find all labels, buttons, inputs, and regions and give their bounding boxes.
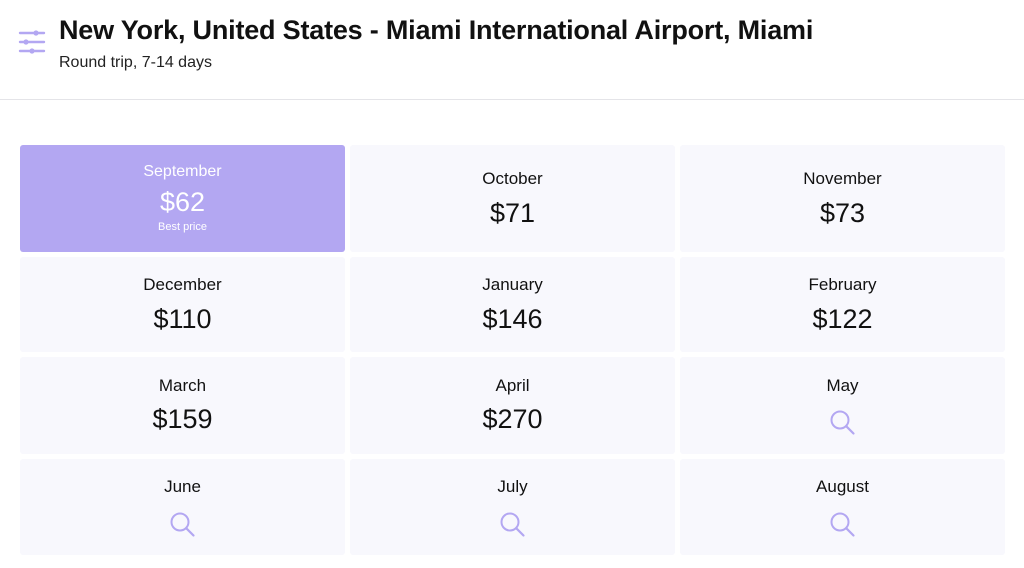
month-price: $62 (159, 187, 206, 217)
month-card-february[interactable]: February $122 (680, 257, 1005, 352)
month-label: November (803, 169, 882, 188)
sliders-icon (18, 30, 46, 54)
month-price: $110 (153, 304, 212, 334)
month-label: October (482, 169, 543, 188)
month-price: $73 (819, 198, 866, 228)
month-label: June (164, 477, 201, 496)
trip-subtitle: Round trip, 7-14 days (59, 54, 212, 71)
filter-button[interactable] (16, 28, 48, 60)
search-icon[interactable] (829, 511, 857, 539)
month-card-october[interactable]: October $71 (350, 145, 675, 252)
search-icon[interactable] (829, 409, 857, 437)
month-price: $270 (482, 404, 543, 434)
month-price: $122 (812, 304, 873, 334)
month-label: July (497, 477, 528, 496)
month-label: March (158, 376, 207, 395)
month-card-december[interactable]: December $110 (20, 257, 345, 352)
search-icon[interactable] (169, 511, 197, 539)
month-card-july[interactable]: July (350, 459, 675, 555)
month-label: April (495, 376, 530, 395)
header: New York, United States - Miami Internat… (0, 0, 1024, 100)
month-label: February (808, 275, 877, 294)
month-card-may[interactable]: May (680, 357, 1005, 454)
month-price: $71 (489, 198, 536, 228)
month-price: $146 (482, 304, 543, 334)
month-card-november[interactable]: November $73 (680, 145, 1005, 252)
month-card-january[interactable]: January $146 (350, 257, 675, 352)
month-card-june[interactable]: June (20, 459, 345, 555)
month-label: December (143, 275, 222, 294)
month-label: September (143, 163, 222, 180)
month-card-march[interactable]: March $159 (20, 357, 345, 454)
month-card-august[interactable]: August (680, 459, 1005, 555)
month-label: May (826, 376, 859, 395)
search-icon[interactable] (499, 511, 527, 539)
month-card-september[interactable]: September $62 Best price (20, 145, 345, 252)
month-label: August (816, 477, 869, 496)
best-price-badge: Best price (158, 221, 207, 233)
page-title: New York, United States - Miami Internat… (59, 15, 814, 45)
month-price: $159 (152, 404, 213, 434)
month-card-april[interactable]: April $270 (350, 357, 675, 454)
month-label: January (482, 275, 543, 294)
